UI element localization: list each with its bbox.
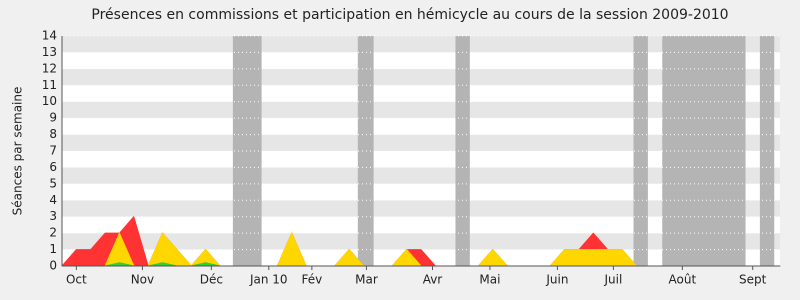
vacation-band <box>662 36 746 266</box>
x-tick-label: Mar <box>355 273 378 287</box>
x-tick-label: Fév <box>301 273 322 287</box>
y-axis-label: Séances par semaine <box>11 87 25 216</box>
y-tick-label: 13 <box>42 45 57 59</box>
y-tick-label: 14 <box>42 29 57 43</box>
y-tick-label: 0 <box>49 259 57 273</box>
y-tick-label: 2 <box>49 226 57 240</box>
x-tick-label: Oct <box>66 273 87 287</box>
vacation-band <box>759 36 775 266</box>
x-tick-label: Nov <box>131 273 154 287</box>
y-tick-label: 8 <box>49 127 57 141</box>
x-tick-label: Sept <box>739 273 767 287</box>
y-tick-label: 1 <box>49 242 57 256</box>
x-tick-label: Déc <box>200 273 223 287</box>
y-tick-label: 5 <box>49 176 57 190</box>
x-tick-label: Juin <box>545 273 568 287</box>
y-tick-label: 7 <box>49 144 57 158</box>
vacation-band <box>232 36 262 266</box>
y-tick-label: 9 <box>49 111 57 125</box>
vacation-band <box>357 36 374 266</box>
x-tick-label: Jan 10 <box>249 273 288 287</box>
y-tick-label: 10 <box>42 94 57 108</box>
x-tick-label: Août <box>669 273 697 287</box>
y-tick-label: 6 <box>49 160 57 174</box>
y-tick-label: 3 <box>49 209 57 223</box>
y-tick-label: 12 <box>42 61 57 75</box>
x-tick-label: Mai <box>479 273 500 287</box>
y-tick-label: 4 <box>49 193 57 207</box>
x-tick-label: Avr <box>423 273 443 287</box>
vacation-band <box>633 36 648 266</box>
chart-title: Présences en commissions et participatio… <box>91 7 728 23</box>
y-tick-label: 11 <box>42 78 57 92</box>
x-tick-label: Juil <box>604 273 623 287</box>
